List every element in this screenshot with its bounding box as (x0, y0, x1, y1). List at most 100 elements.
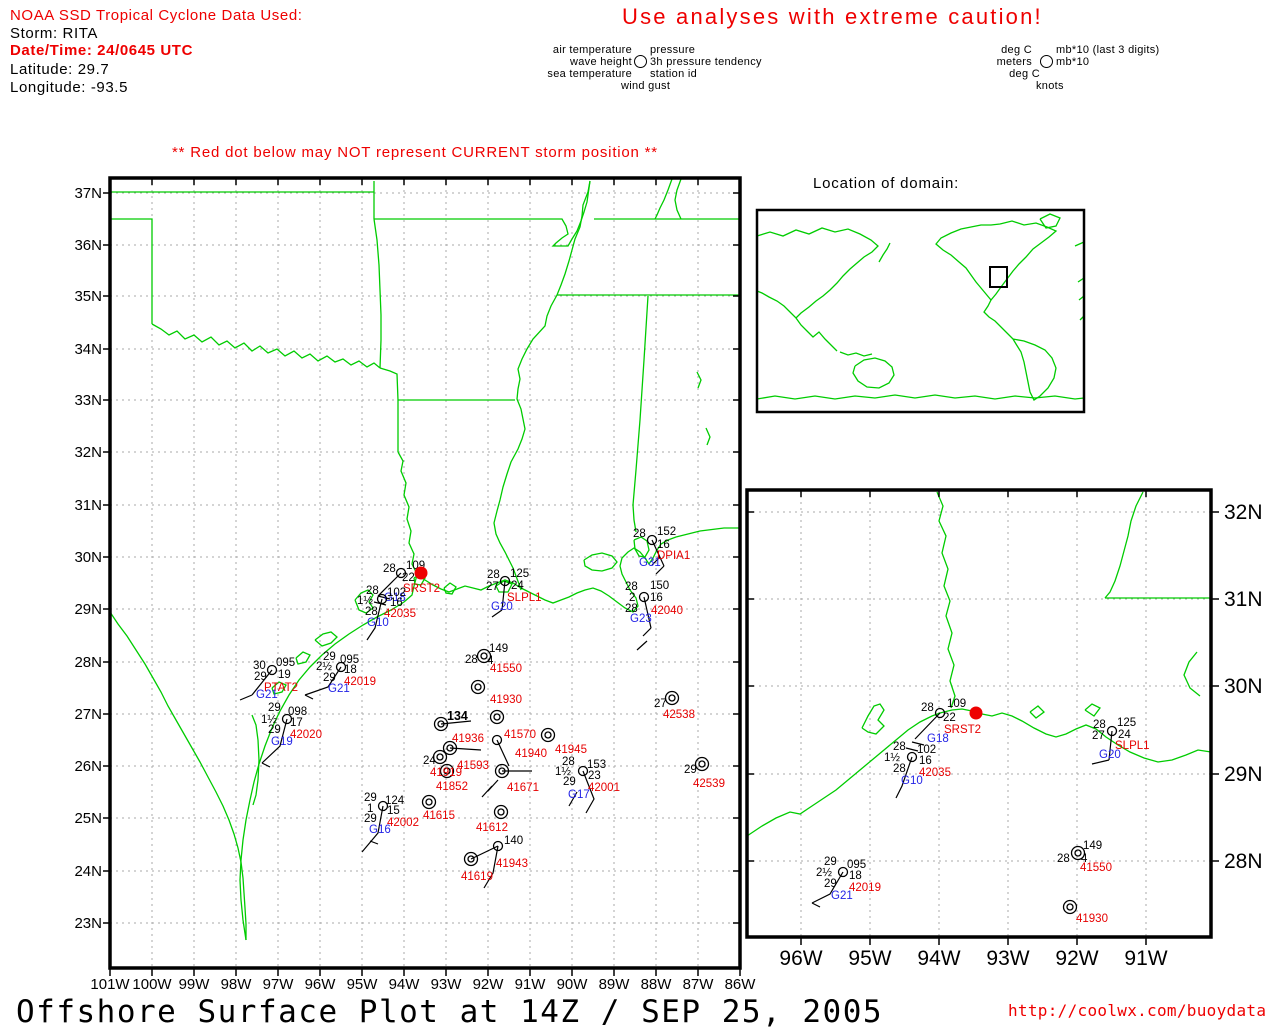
station-value: 28 (893, 741, 906, 753)
station-41930-inset: 41930 (1062, 899, 1108, 925)
header-latitude: Latitude: 29.7 (10, 61, 110, 78)
lon-axis-label: 95W (848, 947, 891, 970)
buoy-double-circle-icon (432, 749, 448, 765)
wind-barb (582, 770, 595, 814)
station-value: 149 (489, 643, 508, 655)
wind-barb (261, 718, 288, 764)
lat-axis-label: 35N (74, 288, 102, 305)
station-41919: 41919 (430, 763, 462, 779)
station-value: 15 (387, 805, 400, 817)
station-41593: 41593 (457, 760, 489, 772)
coastline-border (251, 714, 260, 806)
coastline-border (493, 180, 591, 591)
station-value: SRST2 (403, 583, 440, 595)
buoy-double-circle-icon (443, 767, 451, 775)
station-value: G20 (1099, 749, 1121, 761)
station-value: 1½ (261, 714, 277, 726)
legend-unit-mb-last3: mb*10 (last 3 digits) (1056, 44, 1160, 56)
lon-axis-label: 100W (132, 976, 172, 993)
buoy-double-circle-icon (698, 760, 706, 768)
coastline-border (839, 351, 873, 357)
station-value: 41919 (430, 767, 462, 779)
station-value: 2½ (316, 661, 332, 673)
station-41570: 41570 (504, 727, 556, 743)
coastline-border (674, 178, 682, 220)
coastline-border (756, 394, 1085, 400)
station-value: SLPL1 (1115, 740, 1150, 752)
station-value: 4 (1081, 853, 1088, 865)
station-ship-134: 134 (433, 709, 472, 732)
buoy-double-circle-icon (480, 652, 488, 660)
station-value: 098 (288, 706, 307, 718)
buoy-double-circle-icon (493, 804, 509, 820)
station-value: 27 (1092, 730, 1105, 742)
station-value: 28 (383, 563, 396, 575)
coastline-border (109, 611, 247, 940)
lat-axis-label: 26N (74, 758, 102, 775)
legend-wind-gust: wind gust (621, 80, 671, 92)
header-longitude: Longitude: -93.5 (10, 79, 129, 96)
station-value: 095 (847, 859, 866, 871)
station-value: 1 (367, 803, 373, 815)
coastline-border (239, 527, 740, 941)
buoy-double-circle-icon (442, 740, 458, 756)
wind-barb (481, 785, 493, 798)
station-value: 109 (947, 698, 966, 710)
coastline-border (756, 227, 879, 319)
lat-axis-label: 32N (74, 444, 102, 461)
coastline-border (1084, 703, 1101, 717)
coastline-border (1029, 705, 1045, 719)
wind-barb (369, 840, 379, 845)
lat-axis-label: 36N (74, 237, 102, 254)
station-41615: 41615 (421, 794, 455, 822)
station-value: 29 (323, 672, 336, 684)
station-value: 18 (344, 664, 357, 676)
station-value: 29 (268, 702, 281, 714)
lat-axis-label: 29N (74, 601, 102, 618)
buoy-double-circle-icon (540, 727, 556, 743)
station-value: 30 (253, 660, 266, 672)
coastline-border (151, 323, 381, 369)
lat-axis-label: 28N (74, 654, 102, 671)
station-value: 42035 (384, 608, 416, 620)
station-value: 1½ (555, 766, 571, 778)
station-value: 41945 (555, 744, 587, 756)
station-circle-icon (266, 664, 278, 676)
station-value: 124 (385, 795, 405, 807)
station-value: 29 (268, 724, 281, 736)
station-value: 42001 (588, 782, 620, 794)
station-value: 27 (654, 698, 667, 710)
station-value: 41930 (1076, 913, 1108, 925)
station-value: G10 (367, 617, 389, 629)
wind-barb (440, 720, 472, 725)
coastline-border (379, 367, 399, 452)
station-circle-icon (377, 800, 389, 812)
coastline-border (1039, 213, 1061, 229)
coastline-border (295, 651, 311, 665)
world-map (755, 208, 1086, 414)
station-value: 29 (323, 651, 336, 663)
lon-axis-label: 91W (515, 976, 547, 993)
coastline-border (373, 218, 382, 369)
buoy-double-circle-icon (437, 720, 445, 728)
wind-barb (811, 871, 844, 904)
station-value: 28 (487, 569, 500, 581)
source-url-link[interactable]: http://coolwx.com/buoydata (1008, 1001, 1267, 1020)
lon-axis-label: 98W (221, 976, 253, 993)
lon-axis-label: 93W (986, 947, 1029, 970)
lat-axis-label: 28N (1224, 850, 1263, 873)
station-value: 24 (511, 580, 524, 592)
station-value: 29 (364, 792, 377, 804)
wind-barb (304, 694, 314, 700)
buoy-double-circle-icon (494, 763, 510, 779)
station-value: 22 (402, 572, 415, 584)
lat-axis-label: 33N (74, 392, 102, 409)
legend-unit-mb: mb*10 (1056, 56, 1090, 68)
buoy-double-circle-icon (1070, 845, 1086, 861)
station-value: 27 (486, 581, 499, 593)
buoy-double-circle-icon (664, 690, 680, 706)
